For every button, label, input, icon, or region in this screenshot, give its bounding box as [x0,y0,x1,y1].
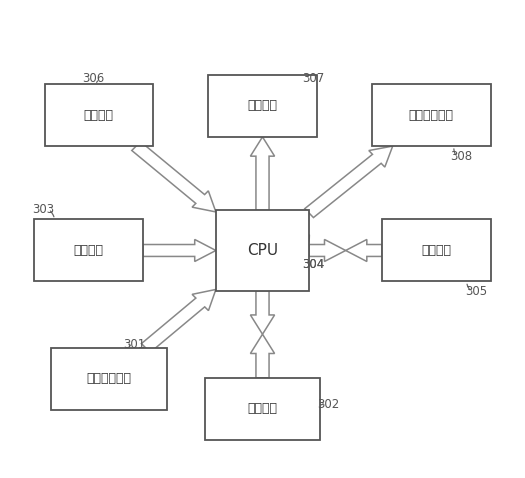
Bar [45,84,153,146]
FancyArrow shape [309,239,345,261]
FancyArrow shape [250,137,275,210]
Bar [208,75,317,137]
Text: 通信单元: 通信单元 [422,244,452,257]
Text: 存储单元: 存储单元 [247,402,278,415]
Text: 301: 301 [123,338,145,351]
Text: 304: 304 [302,258,324,271]
Text: 摄像单元: 摄像单元 [74,244,103,257]
FancyArrow shape [345,239,382,261]
FancyArrow shape [143,239,216,261]
FancyArrow shape [132,141,216,212]
FancyArrow shape [305,146,393,217]
Text: 305: 305 [466,285,488,298]
Text: 303: 303 [32,203,54,216]
Text: 控制单元: 控制单元 [247,99,278,112]
Bar [51,348,167,410]
Text: 307: 307 [302,72,324,85]
Bar [205,378,320,440]
Text: CPU: CPU [247,243,278,258]
Text: 302: 302 [317,398,339,411]
Text: 308: 308 [450,150,472,163]
FancyArrow shape [141,290,216,352]
Text: 306: 306 [82,72,105,85]
Text: 定位单元: 定位单元 [83,109,114,121]
FancyArrow shape [250,291,275,334]
Bar [382,219,490,282]
Text: 语音提示单元: 语音提示单元 [409,109,454,121]
Text: 酒精测试单元: 酒精测试单元 [86,372,131,385]
Bar [35,219,143,282]
Bar [372,84,490,146]
Text: 304: 304 [302,258,324,271]
FancyArrow shape [250,334,275,378]
Bar [216,210,309,291]
